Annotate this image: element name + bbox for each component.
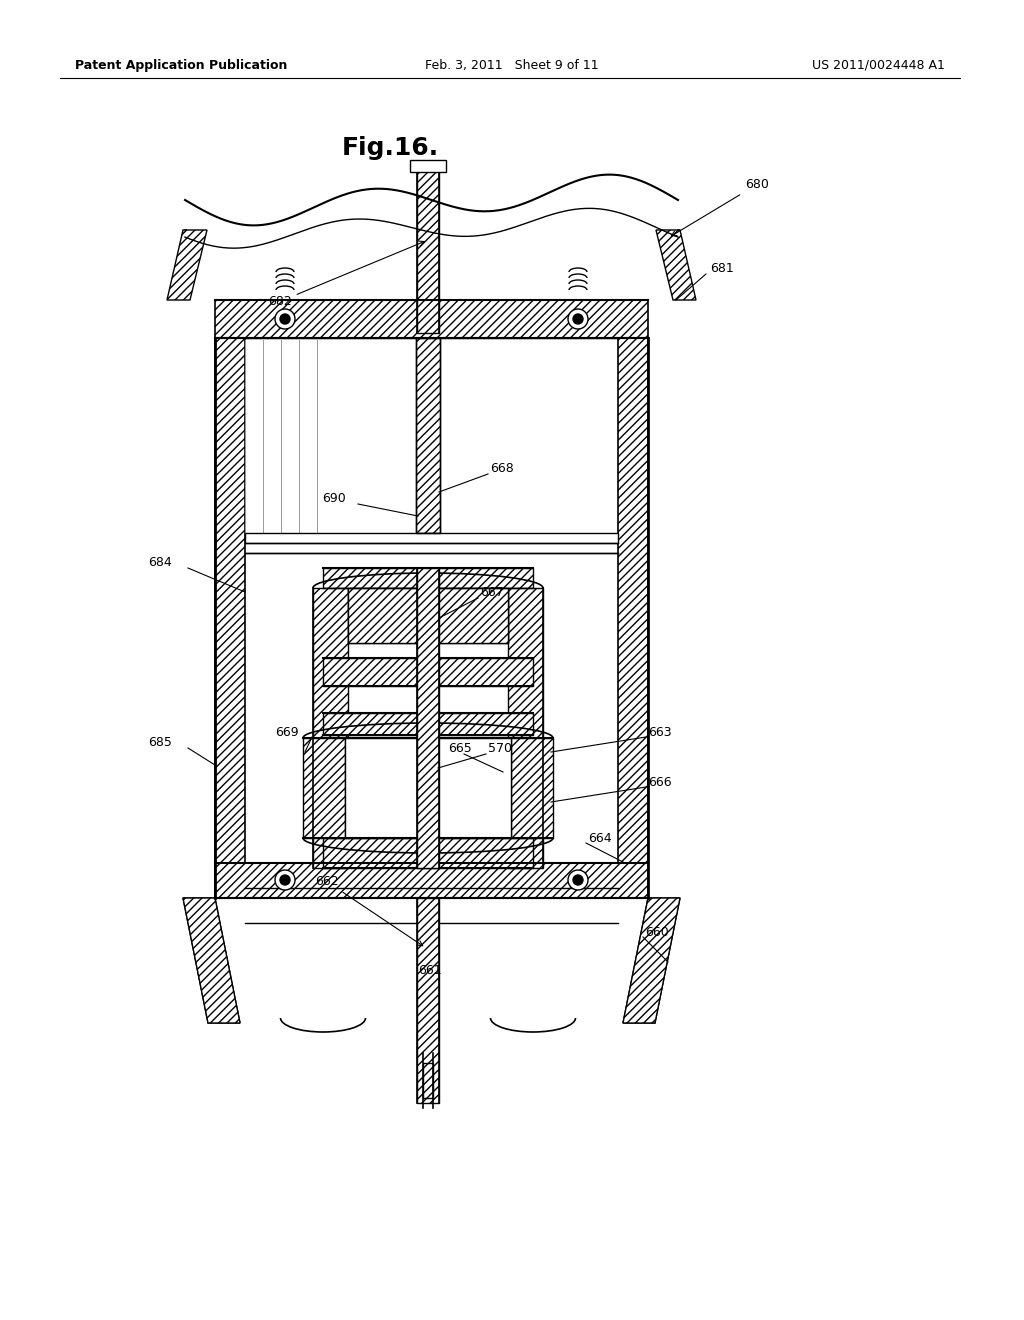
Text: 666: 666 [648, 776, 672, 788]
Bar [416, 338, 440, 533]
Text: 681: 681 [710, 261, 734, 275]
Text: 690: 690 [322, 491, 346, 504]
Bar [215, 300, 648, 338]
Polygon shape [183, 898, 240, 1023]
Text: 663: 663 [648, 726, 672, 738]
Bar [313, 587, 348, 869]
Text: 661: 661 [418, 964, 441, 977]
Text: 668: 668 [490, 462, 514, 474]
Bar [345, 738, 511, 838]
Circle shape [280, 875, 290, 884]
Polygon shape [183, 898, 240, 1023]
Text: 684: 684 [148, 556, 172, 569]
Text: US 2011/0024448 A1: US 2011/0024448 A1 [812, 58, 945, 71]
Text: 685: 685 [148, 735, 172, 748]
Bar [508, 587, 543, 869]
Text: 662: 662 [315, 875, 423, 945]
Text: 680: 680 [672, 178, 769, 236]
Bar [245, 533, 618, 543]
Circle shape [568, 870, 588, 890]
Polygon shape [656, 230, 696, 300]
Circle shape [275, 870, 295, 890]
Text: 682: 682 [268, 242, 424, 308]
Text: 669: 669 [275, 726, 299, 738]
Bar [348, 587, 508, 643]
Bar [416, 338, 440, 533]
Circle shape [280, 314, 290, 323]
Bar [323, 838, 534, 869]
Bar [417, 168, 439, 333]
Bar [323, 568, 534, 587]
Bar [323, 713, 534, 735]
Bar [417, 568, 439, 869]
Bar [303, 738, 345, 838]
Bar [215, 863, 648, 898]
Text: Fig.16.: Fig.16. [341, 136, 438, 160]
Bar [423, 1063, 433, 1098]
Polygon shape [167, 230, 207, 300]
Circle shape [573, 314, 583, 323]
Bar [618, 338, 648, 898]
Text: 667: 667 [480, 586, 504, 598]
Polygon shape [623, 898, 680, 1023]
Text: 570: 570 [488, 742, 512, 755]
Bar [410, 160, 446, 172]
Text: Feb. 3, 2011   Sheet 9 of 11: Feb. 3, 2011 Sheet 9 of 11 [425, 58, 599, 71]
Circle shape [275, 309, 295, 329]
Circle shape [568, 309, 588, 329]
Bar [417, 898, 439, 1104]
Text: Patent Application Publication: Patent Application Publication [75, 58, 288, 71]
Text: 660: 660 [645, 925, 669, 939]
Bar [348, 587, 508, 643]
Bar [323, 657, 534, 686]
Text: 664: 664 [588, 832, 611, 845]
Polygon shape [623, 898, 680, 1023]
Circle shape [573, 875, 583, 884]
Text: 665: 665 [449, 742, 472, 755]
Bar [511, 738, 553, 838]
Bar [215, 338, 245, 898]
